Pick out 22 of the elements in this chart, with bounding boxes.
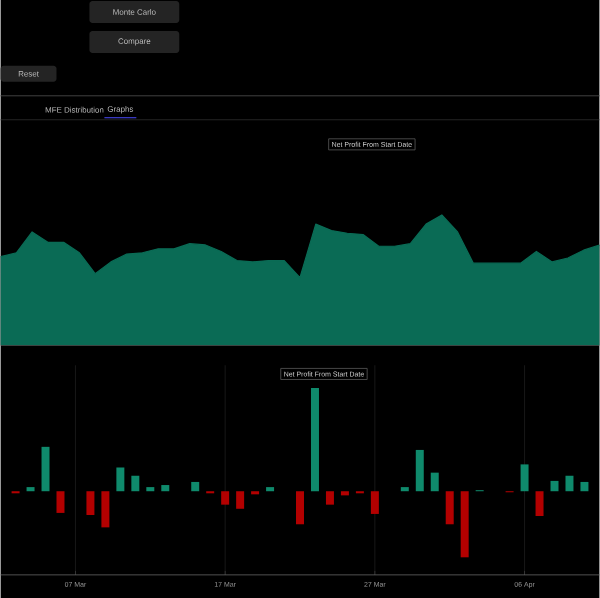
bar bbox=[41, 446, 50, 491]
bar bbox=[101, 490, 110, 527]
bar bbox=[161, 484, 170, 491]
bar bbox=[535, 490, 544, 516]
bar bbox=[415, 449, 424, 491]
bar bbox=[56, 490, 65, 513]
bar bbox=[325, 490, 334, 505]
bar bbox=[460, 490, 469, 557]
bar bbox=[370, 490, 379, 514]
bar bbox=[520, 463, 529, 491]
bar bbox=[580, 481, 589, 491]
bar bbox=[296, 490, 304, 524]
bar bbox=[131, 475, 140, 491]
bar bbox=[236, 490, 245, 509]
bar bbox=[221, 490, 230, 505]
bar bbox=[430, 472, 439, 491]
bar bbox=[86, 490, 95, 515]
bar bbox=[310, 387, 319, 491]
bar bbox=[191, 481, 200, 491]
bar bbox=[565, 475, 574, 491]
bar bbox=[116, 467, 125, 491]
bar bbox=[445, 490, 454, 524]
